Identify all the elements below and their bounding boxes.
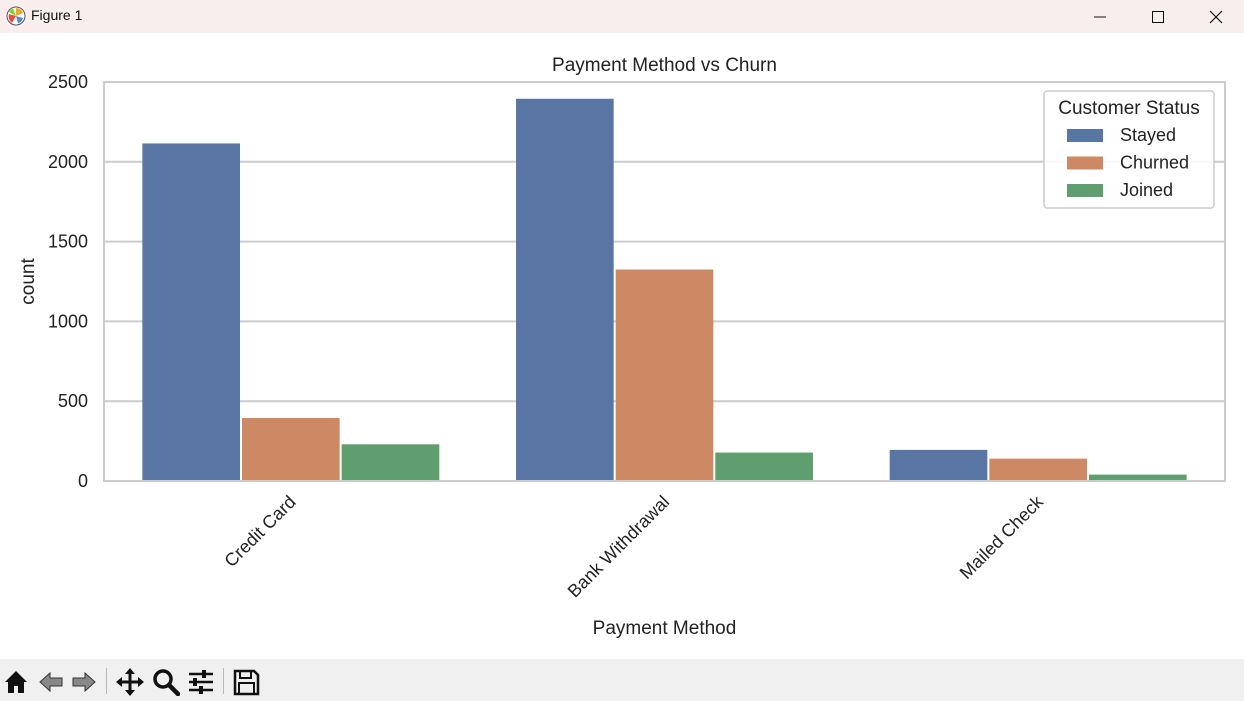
close-icon: [1209, 10, 1223, 23]
zoom-icon: [153, 669, 180, 696]
y-tick-label: 0: [78, 471, 88, 491]
matplotlib-logo-icon: [6, 6, 26, 26]
home-icon: [5, 671, 27, 693]
legend-label-joined: Joined: [1120, 180, 1173, 200]
back-button[interactable]: [35, 666, 67, 698]
legend: Customer Status Stayed Churned Joined: [1043, 90, 1215, 209]
bar-joined-1: [715, 452, 813, 481]
x-tick-label: Bank Withdrawal: [564, 492, 674, 602]
y-tick-label: 500: [58, 391, 88, 411]
bar-churned-0: [242, 417, 340, 481]
maximize-button[interactable]: [1129, 0, 1187, 33]
legend-label-churned: Churned: [1120, 153, 1189, 173]
y-tick-label: 2500: [48, 72, 88, 92]
x-tick-label: Mailed Check: [956, 491, 1048, 583]
legend-swatch-churned: [1067, 156, 1103, 170]
window-titlebar: Figure 1: [0, 0, 1244, 33]
bar-stayed-0: [142, 143, 241, 482]
x-tick-labels: Credit Card Bank Withdrawal Mailed Check: [220, 491, 1047, 601]
pan-button[interactable]: [114, 666, 146, 698]
minimize-icon: [1094, 16, 1106, 17]
y-tick-label: 1000: [48, 311, 88, 331]
bars: [142, 98, 1187, 482]
bar-stayed-2: [889, 449, 988, 481]
back-icon: [39, 671, 63, 693]
legend-swatch-stayed: [1067, 129, 1103, 142]
configure-subplots-button[interactable]: [185, 666, 217, 698]
legend-box: [1043, 90, 1215, 209]
save-button[interactable]: [230, 666, 262, 698]
legend-swatch-joined: [1067, 184, 1103, 197]
window-title: Figure 1: [31, 7, 83, 23]
chart-title: Payment Method vs Churn: [552, 55, 777, 76]
home-button[interactable]: [0, 666, 32, 698]
bar-joined-0: [341, 444, 440, 481]
figure-canvas[interactable]: 0 500 1000 1500 2000 2500 Credit Card Bank Wit…: [0, 33, 1244, 659]
bar-stayed-1: [516, 98, 614, 482]
configure-subplots-icon: [189, 670, 213, 694]
bar-churned-1: [615, 269, 714, 481]
navigation-toolbar: [0, 659, 1244, 701]
minimize-button[interactable]: [1071, 0, 1129, 33]
forward-button[interactable]: [68, 666, 100, 698]
bar-churned-2: [989, 458, 1087, 481]
save-icon: [233, 669, 260, 696]
legend-title: Customer Status: [1058, 98, 1200, 119]
maximize-icon: [1152, 10, 1164, 23]
toolbar-separator: [223, 668, 224, 694]
y-tick-label: 2000: [48, 152, 88, 172]
zoom-button[interactable]: [150, 666, 182, 698]
forward-icon: [72, 671, 96, 693]
bar-joined-2: [1088, 474, 1187, 481]
pan-icon: [116, 668, 144, 696]
legend-label-stayed: Stayed: [1120, 125, 1176, 145]
close-button[interactable]: [1187, 0, 1244, 33]
plot-frame: [103, 81, 1226, 482]
x-axis-label: Payment Method: [593, 618, 737, 639]
toolbar-separator: [106, 668, 107, 694]
x-tick-label: Credit Card: [220, 492, 299, 571]
bar-chart: 0 500 1000 1500 2000 2500 Credit Card Bank Wit…: [18, 55, 1226, 639]
y-tick-labels: 0 500 1000 1500 2000 2500: [48, 72, 88, 491]
y-axis-label: count: [18, 258, 39, 305]
y-tick-label: 1500: [48, 232, 88, 252]
